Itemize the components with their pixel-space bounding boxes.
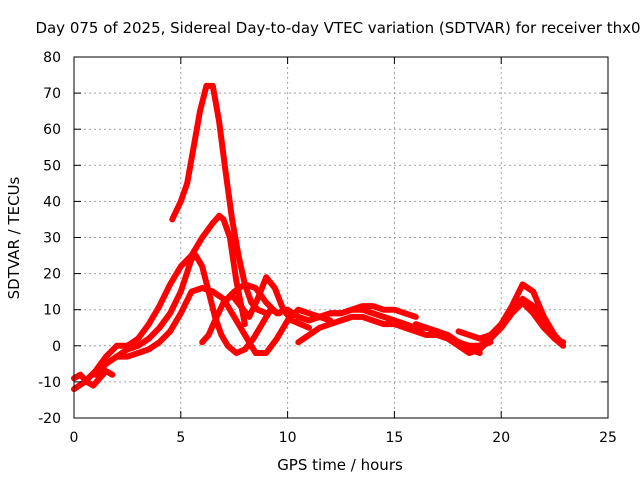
y-axis-label: SDTVAR / TECUs bbox=[5, 176, 23, 299]
y-tick-label: 20 bbox=[43, 267, 61, 283]
y-tick-label: -10 bbox=[38, 375, 61, 391]
y-tick-label: 10 bbox=[43, 303, 61, 319]
y-tick-label: 40 bbox=[43, 194, 61, 210]
data-series-group bbox=[71, 82, 567, 393]
x-tick-labels: 0 5 10 15 20 25 bbox=[70, 430, 617, 446]
y-tick-label: -20 bbox=[38, 411, 61, 427]
series-line-sat-12 bbox=[71, 368, 116, 389]
grid-lines bbox=[74, 57, 608, 418]
x-tick-label: 10 bbox=[279, 430, 297, 446]
chart-title: Day 075 of 2025, Sidereal Day-to-day VTE… bbox=[35, 19, 640, 37]
y-tick-label: 60 bbox=[43, 122, 61, 138]
x-tick-label: 5 bbox=[176, 430, 185, 446]
y-tick-labels: -20 -10 0 10 20 30 40 50 60 70 80 bbox=[38, 50, 61, 427]
series-line-sat-1 bbox=[169, 82, 270, 317]
axis-ticks bbox=[73, 56, 609, 419]
series-line-sat-2 bbox=[71, 212, 248, 393]
series-line-sat-11 bbox=[476, 299, 567, 349]
x-tick-label: 0 bbox=[70, 430, 79, 446]
x-tick-label: 20 bbox=[492, 430, 510, 446]
y-tick-label: 30 bbox=[43, 231, 61, 247]
y-tick-label: 50 bbox=[43, 158, 61, 174]
series-line-sat-5 bbox=[199, 274, 312, 346]
y-tick-label: 0 bbox=[52, 339, 61, 355]
x-tick-label: 25 bbox=[599, 430, 617, 446]
x-axis-label: GPS time / hours bbox=[277, 456, 403, 474]
x-tick-label: 15 bbox=[385, 430, 403, 446]
y-tick-label: 70 bbox=[43, 86, 61, 102]
y-tick-label: 80 bbox=[43, 50, 61, 66]
